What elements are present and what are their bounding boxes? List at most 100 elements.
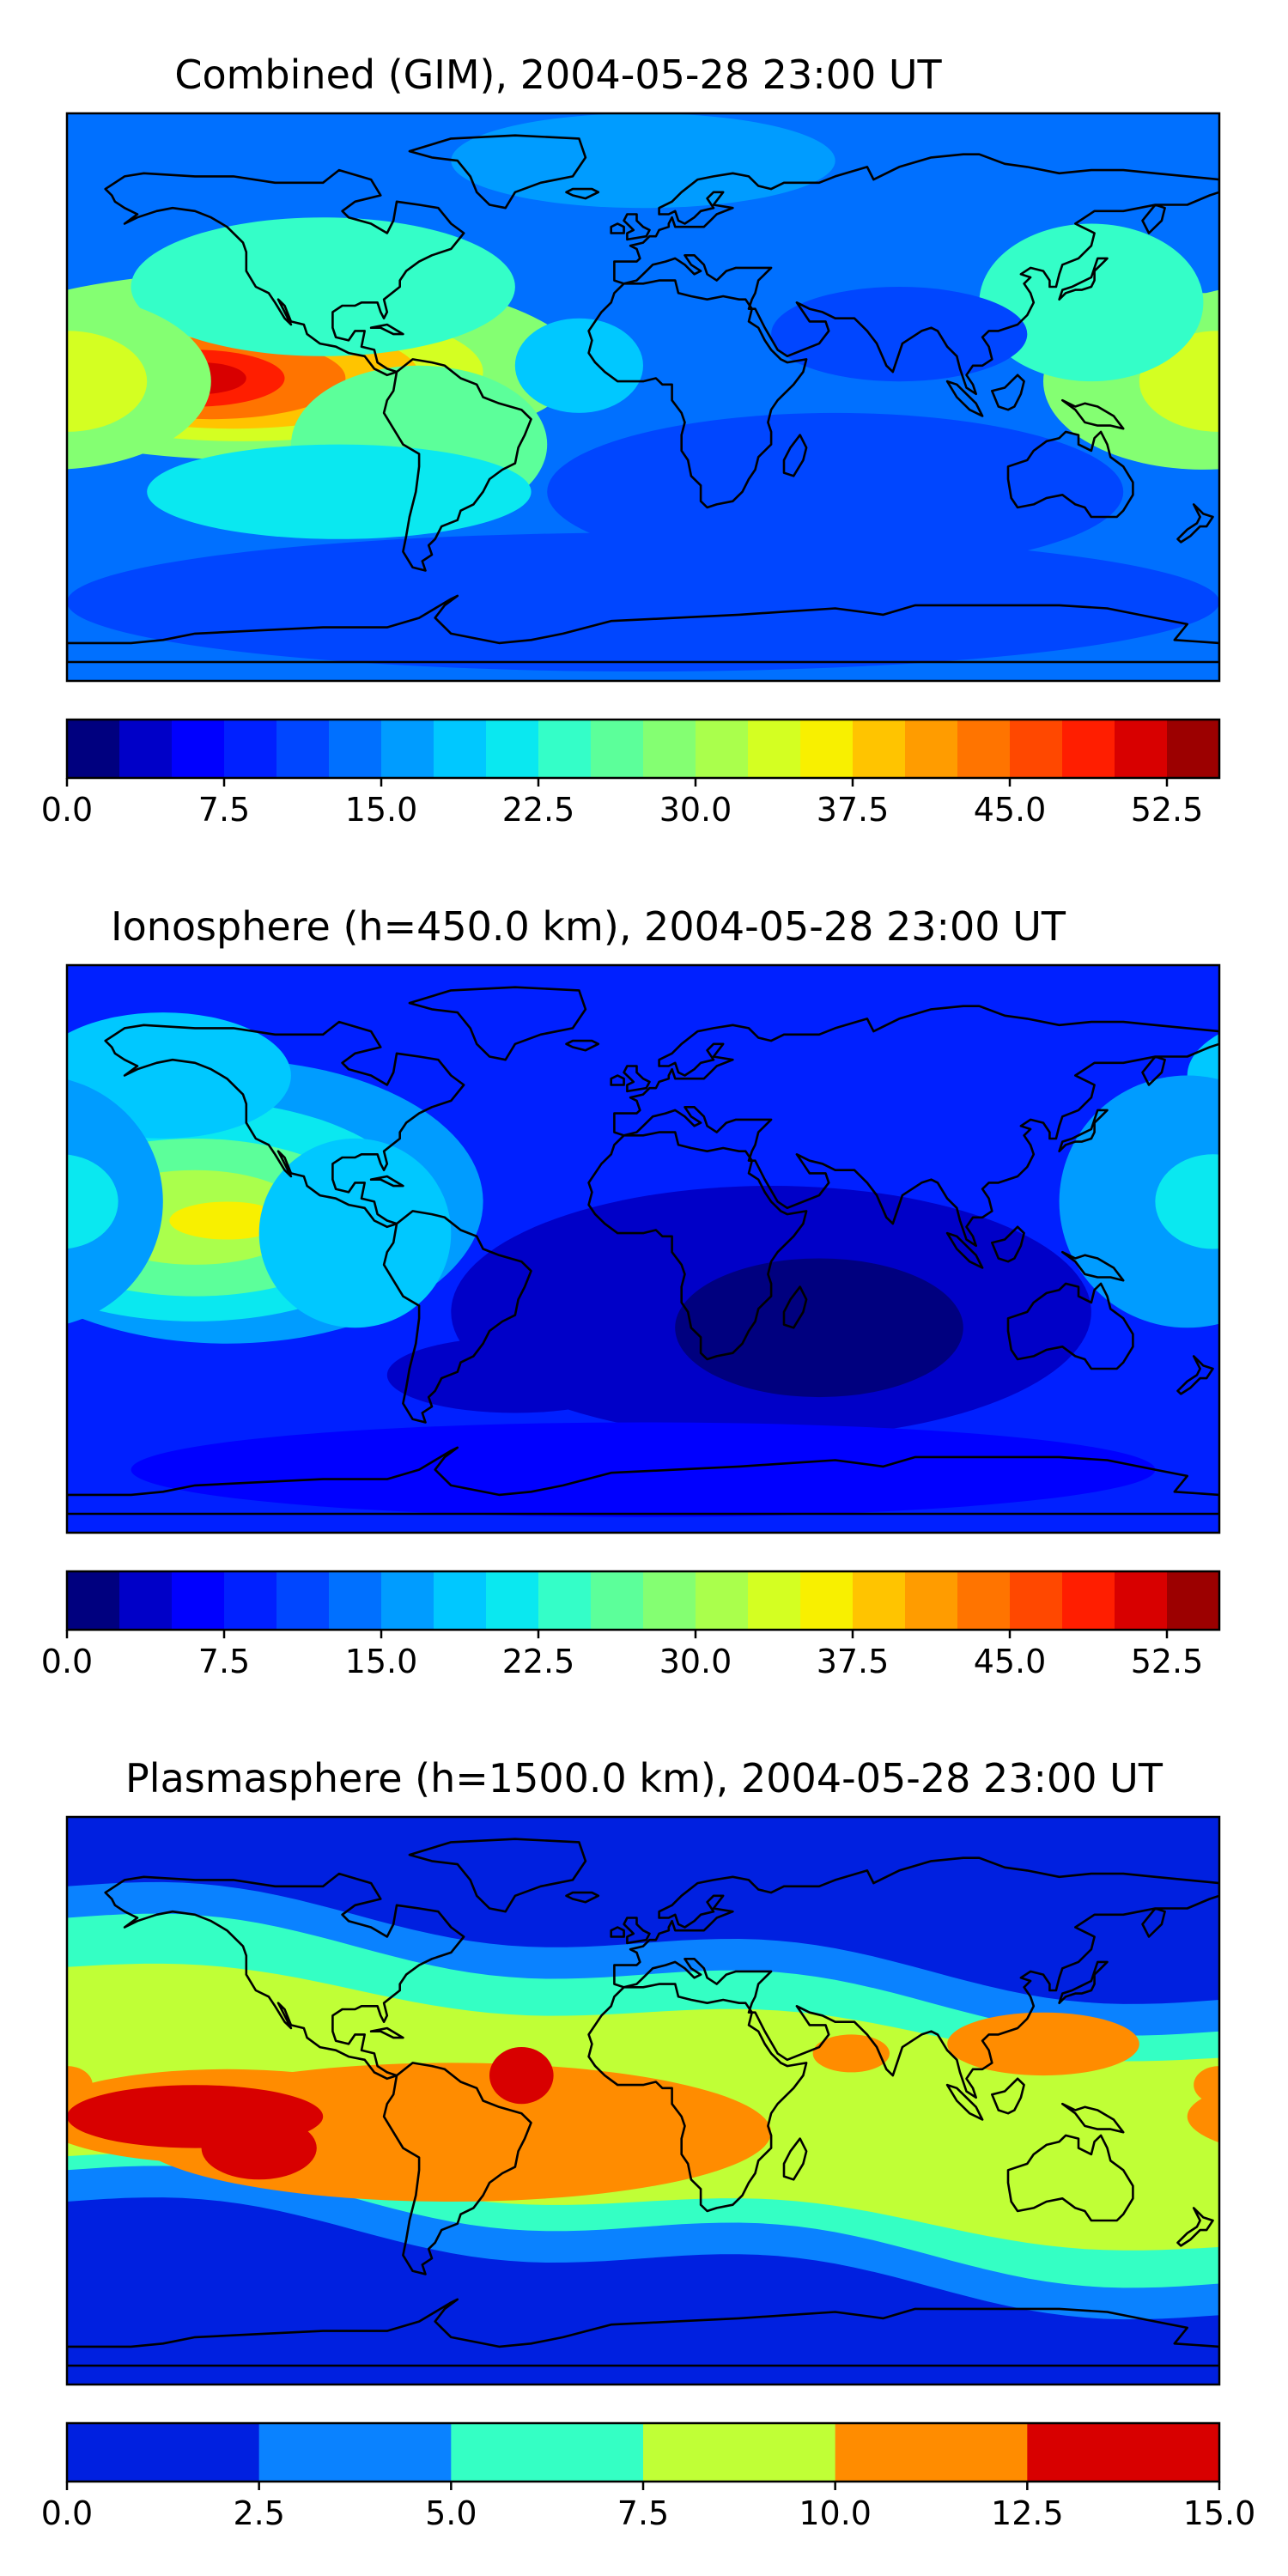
coastline-great-britain (623, 213, 651, 241)
coastlines-ionosphere (67, 986, 1219, 1516)
chart-title: Ionosphere (h=450.0 km), 2004-05-28 23:0… (111, 903, 1066, 950)
colorbar-segment (119, 1571, 173, 1630)
contour-region (201, 2116, 317, 2180)
contour-region (1284, 2063, 1288, 2202)
coastline-sumatra (945, 380, 984, 417)
colorbar-tick-label: 5.0 (425, 2494, 477, 2532)
colorbar-segment (957, 1571, 1011, 1630)
contour-region (1219, 532, 1288, 671)
coastline-greenland (408, 134, 587, 210)
coastline-africa (587, 1983, 808, 2213)
coastline-borneo (991, 1225, 1025, 1263)
contour-region (1284, 217, 1288, 356)
colorbar-segment (67, 2423, 260, 2482)
colorbar-tick-label: 22.5 (502, 1643, 575, 1680)
contour-region (67, 532, 1219, 671)
colorbar-tick-label: 37.5 (817, 791, 890, 829)
coastline-iceland (565, 1891, 600, 1904)
coastline-madagascar (782, 434, 808, 477)
colorbar-combined: 0.0 7.5 15.0 22.5 30.0 37.5 45.0 52.5 (41, 718, 1221, 829)
contour-region (812, 2034, 890, 2073)
colorbar-tick-label: 0.0 (41, 1643, 93, 1680)
colorbar-segment (591, 720, 644, 778)
colorbar-segment (853, 1571, 906, 1630)
colorbar-segment (172, 720, 225, 778)
colorbar-segment (643, 720, 696, 778)
colorbar-segment (67, 720, 120, 778)
coastline-ireland (610, 1926, 625, 1938)
coastline-japan (1058, 1109, 1109, 1152)
heatmap-ionosphere (67, 965, 1219, 1533)
coastline-cuba (369, 2026, 404, 2039)
colorbar-segment (329, 1571, 382, 1630)
contour-region (67, 1012, 291, 1139)
colorbar-tick-label: 2.5 (233, 2494, 284, 2532)
panel-plasmasphere: Plasmasphere (h=1500.0 km), 2004-05-28 2… (41, 1755, 1288, 2532)
colorbar-segment (538, 1571, 592, 1630)
colorbar-segment (957, 720, 1011, 778)
colorbar-segment (486, 720, 539, 778)
colorbar-segment (67, 1571, 120, 1630)
coastline-eurasia (613, 1005, 1219, 1248)
colorbar-ionosphere: 0.0 7.5 15.0 22.5 30.0 37.5 45.0 52.5 (41, 1570, 1221, 1680)
coastline-greenland (408, 1838, 587, 1913)
colorbar-segment (1167, 1571, 1220, 1630)
colorbar-segment (1062, 1571, 1115, 1630)
colorbar-segment (800, 720, 854, 778)
contour-region (1258, 349, 1288, 406)
contour-region (1219, 2085, 1288, 2148)
coastline-japan (1058, 1960, 1109, 2004)
colorbar-segment (381, 1571, 434, 1630)
colorbar-segment (276, 720, 330, 778)
coastline-eurasia (613, 1856, 1219, 2099)
coastline-iceland (565, 187, 600, 200)
colorbar-segment (224, 1571, 277, 1630)
colorbar-tick-label: 15.0 (345, 1643, 418, 1680)
colorbar-tick-label: 37.5 (817, 1643, 890, 1680)
coastline-borneo (991, 2077, 1025, 2115)
coastline-australia (1006, 430, 1134, 519)
colorbar-segment (276, 1571, 330, 1630)
colorbar-segment (486, 1571, 539, 1630)
colorbar-segment (1115, 1571, 1168, 1630)
colorbar-segment (800, 1571, 854, 1630)
coastline-ireland (610, 222, 625, 234)
colorbar-segment (224, 720, 277, 778)
coastline-new-zealand (1176, 503, 1214, 544)
coastline-australia (1006, 1282, 1134, 1370)
colorbar-segment (1027, 2423, 1220, 2482)
coastline-madagascar (782, 2137, 808, 2181)
colorbar-tick-label: 0.0 (41, 791, 93, 829)
coastline-borneo (991, 374, 1025, 411)
coastline-new-guinea (1061, 2102, 1125, 2134)
colorbar-tick-label: 15.0 (1183, 2494, 1256, 2532)
map-frame (65, 1815, 1221, 2386)
coastline-south-america (382, 1210, 532, 1424)
coastline-sumatra (945, 2083, 984, 2121)
coastlines-combined (67, 134, 1219, 664)
contour-region (675, 1258, 963, 1398)
contour-region (514, 318, 644, 413)
coastline-antarctica (67, 594, 1219, 664)
coastlines-plasmasphere (67, 1838, 1219, 2367)
colorbar-segment (258, 2423, 452, 2482)
contour-region (489, 2047, 554, 2105)
coastline-africa (587, 1131, 808, 1361)
colorbar-tick-label: 52.5 (1131, 1643, 1204, 1680)
colorbar-segment (172, 1571, 225, 1630)
contour-region (67, 1154, 118, 1249)
contour-region (451, 113, 835, 209)
contour-region (386, 1337, 643, 1413)
coastline-antarctica (67, 2298, 1219, 2367)
colorbar-frame (65, 1570, 1221, 1631)
colorbar-segment (748, 720, 801, 778)
map-frame (65, 963, 1221, 1534)
colorbar-segment (643, 1571, 696, 1630)
colorbar-tick-label: 52.5 (1131, 791, 1204, 829)
coastline-iceland (565, 1039, 600, 1052)
chart-title: Plasmasphere (h=1500.0 km), 2004-05-28 2… (125, 1755, 1163, 1801)
colorbar-tick-label: 30.0 (659, 791, 732, 829)
colorbar-plasmasphere: 0.0 2.5 5.0 7.5 10.0 12.5 15.0 (41, 2421, 1256, 2532)
coastline-north-america (104, 1020, 465, 1229)
